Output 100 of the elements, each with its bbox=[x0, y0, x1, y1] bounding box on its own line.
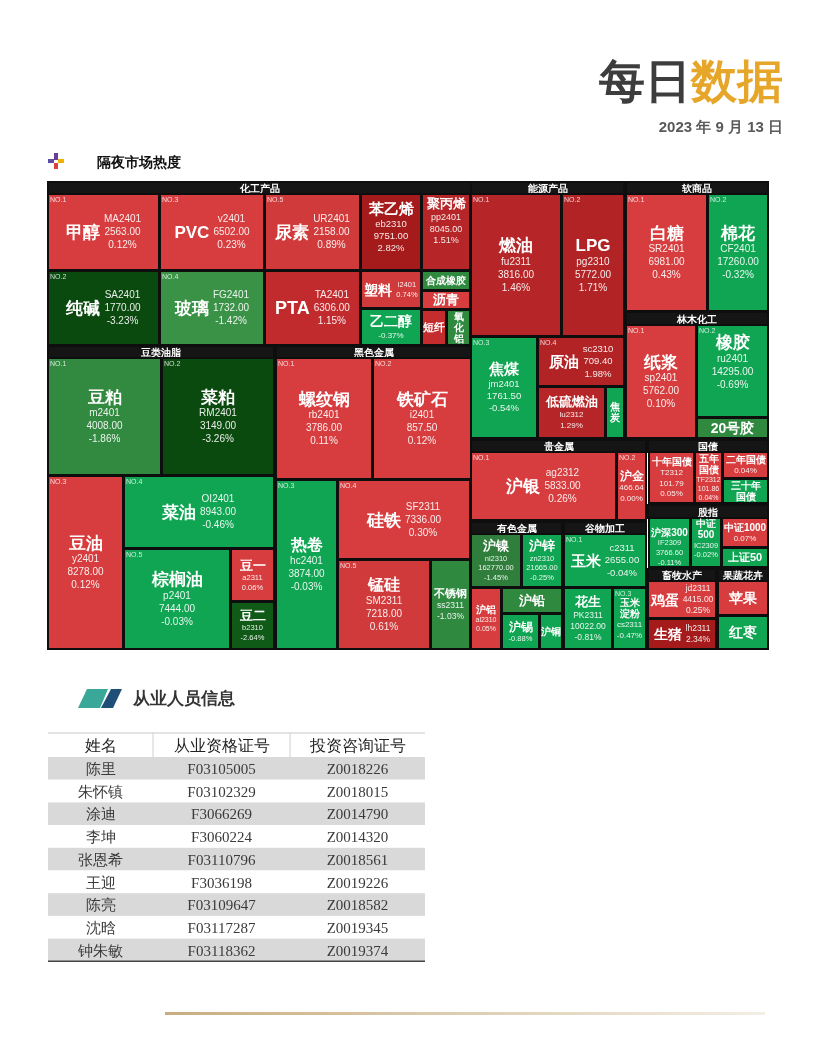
category-label: 涂迪 bbox=[85, 806, 116, 823]
data-label: 1.51% bbox=[433, 235, 459, 246]
text: 2563.00 bbox=[104, 226, 141, 237]
category-label: 橡胶 bbox=[714, 332, 750, 352]
category-label: 三十年国债 bbox=[730, 479, 761, 502]
data-label: 0.11% bbox=[310, 435, 338, 447]
text: F03110796 bbox=[187, 851, 256, 868]
text: 谷物加工 bbox=[584, 523, 625, 534]
text: 4415.00 bbox=[682, 594, 714, 605]
data-label: 1.29% bbox=[560, 420, 583, 430]
text: 709.40 bbox=[583, 355, 613, 367]
text: jd2311 bbox=[685, 583, 711, 593]
text: F3066269 bbox=[191, 806, 252, 823]
category-label: 豆二 bbox=[238, 608, 266, 624]
data-label: -3.26% bbox=[202, 433, 234, 445]
category-label: 投资咨询证号 bbox=[308, 737, 406, 754]
data-label: 0.04% bbox=[734, 466, 757, 476]
data-label: 0.61% bbox=[369, 620, 399, 632]
data-label: 0.05% bbox=[660, 489, 683, 499]
category-label: PTA bbox=[275, 298, 310, 319]
data-label: -3.23% bbox=[106, 315, 139, 326]
text: 6306.00 bbox=[313, 302, 350, 313]
text: 5772.00 bbox=[574, 268, 612, 280]
category-label: 热卷 bbox=[289, 536, 323, 555]
category-label: 棉花 bbox=[720, 223, 756, 243]
text: 1770.00 bbox=[104, 302, 141, 313]
text: 17260.00 bbox=[717, 256, 759, 268]
category-label: 玉米 bbox=[569, 551, 602, 569]
text: Z0019226 bbox=[326, 874, 389, 891]
category-label: 鸡蛋 bbox=[649, 591, 679, 608]
text: 8943.00 bbox=[199, 506, 237, 517]
data-label: 2.82% bbox=[377, 242, 406, 254]
text: 5833.00 bbox=[544, 480, 581, 491]
text: y2401 bbox=[71, 553, 100, 565]
category-label: 合成橡胶 bbox=[425, 274, 466, 286]
data-label: 0.43% bbox=[652, 269, 681, 281]
text: CF2401 bbox=[720, 243, 756, 255]
category-label: 王迎 bbox=[85, 874, 116, 891]
text: 有色金属 bbox=[495, 523, 537, 534]
text: i2401 bbox=[409, 409, 435, 421]
category-label: 二年国债 bbox=[725, 454, 766, 466]
text: 2655.00 bbox=[604, 554, 640, 566]
data-label: -0.03% bbox=[161, 615, 193, 627]
category-label: 豆粕 bbox=[86, 387, 122, 407]
category-label: 乙二醇 bbox=[370, 313, 412, 330]
category-label: 沈晗 bbox=[85, 919, 116, 936]
text: 7444.00 bbox=[158, 602, 196, 614]
data-label: -0.46% bbox=[202, 519, 234, 530]
text: F03109647 bbox=[187, 897, 256, 914]
text: PK2311 bbox=[573, 609, 603, 620]
data-label: 0.30% bbox=[408, 526, 438, 538]
text: jm2401 bbox=[488, 377, 520, 389]
text: F03102329 bbox=[187, 783, 256, 800]
data-label: -0.47% bbox=[616, 630, 643, 640]
category-label: 沪锌 bbox=[528, 538, 555, 554]
category-label: 五年国债 bbox=[697, 452, 719, 475]
category-label: 张恩希 bbox=[78, 851, 123, 868]
category-label: 从业资格证号 bbox=[173, 737, 270, 754]
text: FG2401 bbox=[212, 289, 250, 300]
category-label: 铁矿石 bbox=[395, 389, 448, 409]
text: sp2401 bbox=[644, 372, 678, 384]
data-label: -0.54% bbox=[488, 402, 520, 414]
text: 畜牧水产 bbox=[661, 570, 702, 581]
category-label: 陈里 bbox=[85, 761, 116, 777]
data-label: 0.10% bbox=[646, 398, 676, 410]
text: F03117287 bbox=[187, 919, 256, 936]
text: SA2401 bbox=[104, 289, 141, 300]
data-label: 0.23% bbox=[217, 239, 246, 250]
text: 5762.00 bbox=[642, 385, 680, 397]
data-label: 1.71% bbox=[578, 281, 608, 293]
text: 9751.00 bbox=[373, 230, 409, 242]
category-label: 上证50 bbox=[726, 551, 763, 564]
category-label: 朱怀镇 bbox=[78, 783, 123, 800]
text: F3036198 bbox=[191, 874, 252, 891]
text: Z0018226 bbox=[326, 761, 389, 777]
data-label: 0.89% bbox=[317, 239, 346, 250]
text: 10022.00 bbox=[570, 620, 606, 631]
text: 4008.00 bbox=[86, 420, 123, 432]
text: 从业人员信息 bbox=[132, 689, 235, 708]
category-label: 塑料 bbox=[363, 281, 393, 298]
category-label: 螺纹钢 bbox=[297, 389, 350, 409]
data-label: 0.25% bbox=[685, 605, 711, 616]
category-label: 原油 bbox=[547, 352, 579, 370]
text: 2023 年 9 月 13 日 bbox=[658, 118, 783, 135]
category-label: 豆一 bbox=[238, 557, 266, 573]
text: 3149.00 bbox=[199, 420, 237, 432]
text: c2311 bbox=[609, 542, 635, 553]
text: 能源产品 bbox=[527, 183, 568, 194]
text: F03118362 bbox=[187, 942, 256, 959]
category-label: 中证500 bbox=[696, 517, 716, 540]
category-label: 沪铜 bbox=[540, 625, 561, 637]
category-label: 红枣 bbox=[728, 624, 757, 641]
category-label: 氧化铝 bbox=[452, 310, 465, 344]
text: Z0019374 bbox=[326, 942, 389, 959]
text: 7218.00 bbox=[365, 607, 403, 619]
text: rb2401 bbox=[308, 409, 340, 421]
data-label: -0.04% bbox=[606, 566, 638, 578]
category-label: 燃油 bbox=[498, 236, 533, 256]
data-label: -0.32% bbox=[722, 269, 754, 281]
text: 6981.00 bbox=[648, 256, 685, 268]
